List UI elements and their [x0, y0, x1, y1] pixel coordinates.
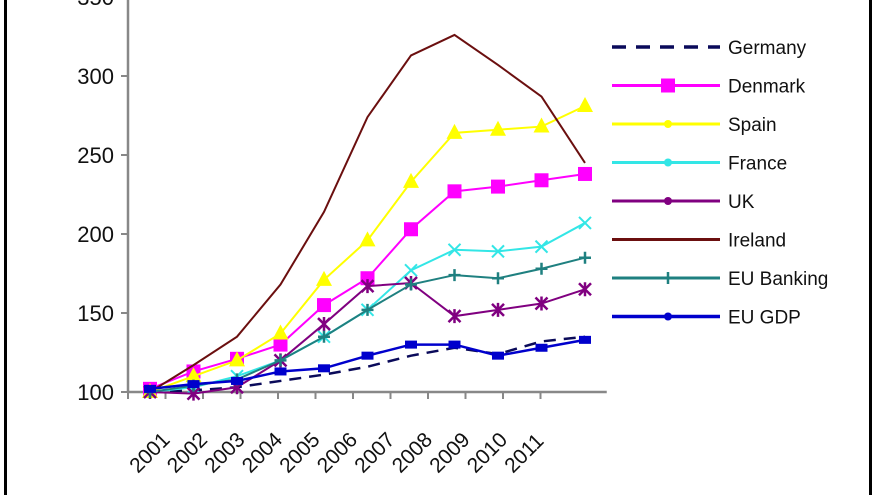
- data-point-uk: [317, 317, 331, 332]
- legend-label-denmark: Denmark: [728, 77, 806, 98]
- data-point-eu-banking: [405, 278, 417, 291]
- legend-label-france: France: [728, 154, 787, 175]
- y-tick-label: 200: [77, 222, 114, 247]
- x-tick-label: 2002: [163, 428, 212, 477]
- data-point-eu-gdp: [405, 340, 417, 349]
- data-point-france: [447, 243, 462, 257]
- series-line-uk: [149, 281, 586, 395]
- data-point-eu-gdp: [492, 351, 504, 360]
- x-tick-label: 2008: [388, 428, 437, 477]
- data-point-france: [491, 244, 505, 259]
- legend-label-eu-gdp: EU GDP: [728, 308, 801, 329]
- data-point-eu-gdp: [274, 367, 287, 376]
- data-point-eu-gdp: [187, 380, 200, 389]
- series-line-germany: [149, 335, 586, 394]
- legend-marker-uk: [664, 197, 672, 205]
- data-point-spain: [403, 172, 419, 188]
- legend-item-ireland: Ireland: [612, 231, 786, 252]
- data-point-spain: [229, 351, 245, 367]
- legend-item-uk: UK: [612, 192, 755, 213]
- x-tick-label: 2009: [425, 428, 474, 477]
- series-eu-gdp: [144, 335, 591, 393]
- legend-item-germany: Germany: [612, 38, 807, 59]
- series-ireland: [149, 33, 586, 393]
- data-point-uk: [534, 296, 549, 311]
- data-point-spain: [272, 324, 289, 340]
- legend-item-eu-banking: EU Banking: [612, 269, 828, 290]
- data-point-france: [578, 216, 592, 230]
- data-point-eu-gdp: [361, 351, 374, 360]
- data-point-denmark: [578, 166, 592, 181]
- legend-marker-eu-gdp: [664, 312, 672, 321]
- data-point-eu-gdp: [579, 335, 591, 344]
- data-point-spain: [316, 270, 332, 286]
- data-point-uk: [447, 309, 462, 324]
- x-tick-label: 2007: [350, 428, 399, 477]
- series-spain: [142, 97, 593, 398]
- legend-marker-eu-banking: [662, 272, 674, 284]
- series-uk: [143, 275, 592, 401]
- y-tick-label: 150: [77, 301, 114, 326]
- data-point-eu-gdp: [535, 343, 548, 352]
- data-point-denmark: [273, 337, 288, 352]
- legend-marker-spain: [664, 120, 672, 128]
- data-point-eu-banking: [274, 354, 287, 367]
- legend-item-denmark: Denmark: [612, 77, 806, 98]
- legend-item-eu-gdp: EU GDP: [612, 308, 801, 329]
- data-point-eu-gdp: [318, 364, 330, 373]
- data-point-eu-gdp: [144, 384, 156, 393]
- chart-border: [4, 0, 872, 495]
- x-tick-label: 2010: [463, 428, 512, 477]
- y-tick-label: 350: [77, 0, 114, 10]
- data-point-eu-banking: [448, 269, 461, 282]
- x-tick-label: 2011: [500, 429, 548, 477]
- legend-label-eu-banking: EU Banking: [728, 269, 828, 290]
- data-point-uk: [360, 279, 375, 294]
- data-point-france: [404, 263, 418, 278]
- x-tick-label: 2003: [200, 428, 249, 477]
- data-point-denmark: [317, 298, 331, 313]
- x-tick-label: 2005: [275, 428, 324, 477]
- data-point-uk: [578, 282, 592, 297]
- legend-label-spain: Spain: [728, 115, 777, 136]
- series-line-ireland: [149, 33, 586, 393]
- legend-item-france: France: [612, 154, 787, 175]
- y-tick-label: 300: [77, 64, 114, 89]
- data-point-denmark: [404, 222, 418, 237]
- legend-marker-france: [664, 158, 672, 167]
- data-point-eu-banking: [535, 262, 548, 275]
- data-point-eu-banking: [361, 303, 374, 316]
- data-point-denmark: [447, 184, 462, 199]
- data-point-spain: [533, 117, 550, 133]
- data-point-eu-banking: [579, 251, 591, 264]
- legend-label-germany: Germany: [728, 38, 807, 59]
- legend-marker-denmark: [661, 78, 675, 93]
- legend-label-uk: UK: [728, 192, 755, 213]
- data-point-denmark: [491, 179, 505, 194]
- data-point-spain: [359, 231, 376, 247]
- x-tick-label: 2004: [238, 428, 288, 478]
- y-tick-label: 100: [77, 380, 114, 405]
- data-point-eu-gdp: [231, 376, 243, 385]
- data-point-denmark: [534, 173, 549, 188]
- data-point-eu-gdp: [448, 340, 461, 349]
- x-tick-label: 2001: [125, 428, 174, 477]
- data-point-uk: [491, 302, 505, 317]
- data-point-spain: [490, 120, 506, 136]
- data-point-spain: [185, 367, 202, 383]
- x-tick-label: 2006: [313, 428, 362, 477]
- series-germany: [149, 335, 586, 394]
- data-point-spain: [577, 97, 593, 113]
- legend-item-spain: Spain: [612, 115, 777, 136]
- data-point-spain: [446, 123, 463, 139]
- data-point-eu-banking: [318, 330, 330, 343]
- data-point-eu-banking: [492, 272, 504, 285]
- y-tick-label: 250: [77, 143, 114, 168]
- legend-label-ireland: Ireland: [728, 231, 786, 252]
- data-point-france: [534, 239, 549, 254]
